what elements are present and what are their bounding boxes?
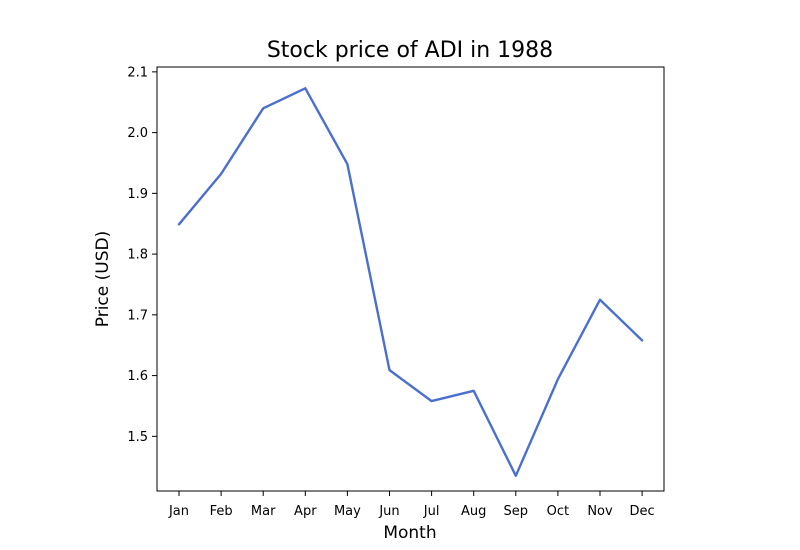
x-tick-label: Aug <box>461 504 486 519</box>
x-tick-label: Apr <box>294 504 317 519</box>
x-tick-label: Jun <box>378 504 399 519</box>
x-tick-label: May <box>334 504 361 519</box>
series-line <box>177 87 644 477</box>
x-axis: Jan Feb Mar Apr May Jun Jul Aug Sep Oct Nov Dec <box>168 491 655 519</box>
y-tick-label: 1.5 <box>127 430 148 445</box>
axes-frame <box>156 66 665 492</box>
y-axis: 1.5 1.6 1.7 1.8 1.9 2.0 2.1 <box>127 65 157 445</box>
x-tick-label: Feb <box>210 504 233 519</box>
x-tick-label: Jan <box>168 504 189 519</box>
x-tick-label: Dec <box>630 504 655 519</box>
plot-area <box>177 87 644 477</box>
y-tick-label: 1.6 <box>127 369 148 384</box>
x-axis-label: Month <box>383 523 436 543</box>
y-tick-label: 1.8 <box>127 248 148 263</box>
y-tick-label: 1.9 <box>127 187 148 202</box>
chart-title: Stock price of ADI in 1988 <box>267 38 553 63</box>
x-tick-label: Jul <box>423 504 440 519</box>
y-tick-label: 2.0 <box>127 126 148 141</box>
y-tick-label: 1.7 <box>127 308 148 323</box>
x-tick-label: Mar <box>251 504 276 519</box>
x-tick-label: Oct <box>547 504 569 519</box>
x-tick-label: Nov <box>587 504 613 519</box>
y-axis-label: Price (USD) <box>93 231 113 327</box>
x-tick-label: Sep <box>504 504 529 519</box>
y-tick-label: 2.1 <box>127 65 148 80</box>
